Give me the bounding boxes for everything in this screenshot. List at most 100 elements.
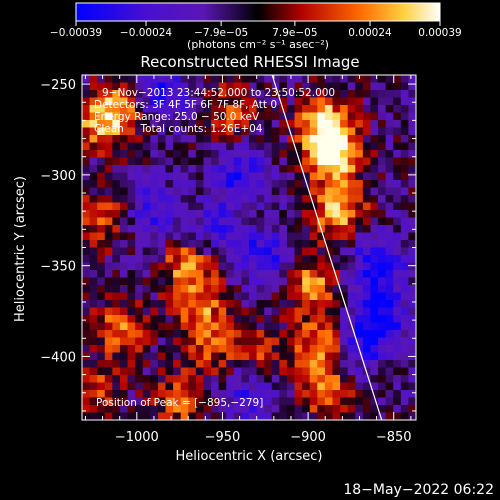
- heatmap-cell: [332, 337, 341, 346]
- heatmap-cell: [226, 337, 235, 346]
- heatmap-cell: [157, 195, 167, 204]
- heatmap-cell: [218, 367, 227, 376]
- heatmap-cell: [89, 255, 98, 264]
- heatmap-cell: [370, 82, 379, 91]
- heatmap-cell: [195, 292, 205, 301]
- heatmap-cell: [317, 405, 326, 414]
- heatmap-cell: [385, 345, 394, 354]
- heatmap-cell: [340, 330, 349, 339]
- heatmap-cell: [408, 232, 416, 241]
- heatmap-cell: [82, 142, 91, 151]
- heatmap-cell: [82, 90, 91, 99]
- heatmap-cell: [211, 142, 220, 151]
- heatmap-cell: [249, 75, 258, 84]
- heatmap-cell: [249, 97, 258, 106]
- heatmap-cell: [188, 142, 197, 151]
- heatmap-cell: [309, 315, 318, 324]
- heatmap-cell: [241, 352, 250, 361]
- heatmap-cell: [347, 157, 356, 166]
- heatmap-cell: [324, 240, 334, 249]
- heatmap-cell: [309, 150, 318, 159]
- heatmap-cell: [249, 337, 258, 346]
- heatmap-cell: [89, 397, 98, 406]
- heatmap-cell: [233, 82, 243, 91]
- heatmap-cell: [408, 90, 416, 99]
- heatmap-cell: [355, 375, 364, 384]
- heatmap-cell: [362, 240, 372, 249]
- heatmap-cell: [294, 337, 303, 346]
- heatmap-cell: [393, 172, 402, 181]
- heatmap-cell: [271, 352, 280, 361]
- heatmap-cell: [309, 187, 318, 196]
- heatmap-cell: [355, 360, 364, 369]
- heatmap-cell: [165, 135, 174, 144]
- heatmap-cell: [104, 315, 113, 324]
- heatmap-cell: [362, 217, 372, 226]
- heatmap-cell: [256, 337, 265, 346]
- heatmap-cell: [400, 292, 410, 301]
- heatmap-cell: [135, 262, 144, 271]
- heatmap-cell: [211, 165, 220, 174]
- heatmap-cell: [249, 142, 258, 151]
- heatmap-cell: [264, 352, 273, 361]
- heatmap-cell: [393, 105, 402, 114]
- heatmap-cell: [286, 157, 296, 166]
- heatmap-cell: [226, 300, 235, 309]
- heatmap-cell: [119, 127, 129, 136]
- heatmap-cell: [332, 322, 341, 331]
- heatmap-cell: [89, 150, 98, 159]
- heatmap-cell: [370, 367, 379, 376]
- heatmap-cell: [82, 315, 91, 324]
- heatmap-cell: [82, 255, 91, 264]
- heatmap-cell: [317, 300, 326, 309]
- heatmap-cell: [82, 232, 91, 241]
- heatmap-cell: [188, 105, 197, 114]
- heatmap-cell: [180, 210, 189, 219]
- heatmap-cell: [279, 232, 288, 241]
- heatmap-cell: [150, 165, 159, 174]
- heatmap-cell: [279, 210, 288, 219]
- heatmap-cell: [188, 300, 197, 309]
- heatmap-cell: [408, 210, 416, 219]
- heatmap-cell: [203, 390, 212, 399]
- heatmap-cell: [180, 405, 189, 414]
- heatmap-cell: [385, 405, 394, 414]
- heatmap-cell: [165, 75, 174, 84]
- heatmap-cell: [241, 322, 250, 331]
- heatmap-cell: [362, 337, 372, 346]
- heatmap-cell: [203, 315, 212, 324]
- heatmap-cell: [104, 322, 113, 331]
- heatmap-cell: [173, 90, 182, 99]
- heatmap-cell: [218, 352, 227, 361]
- heatmap-cell: [400, 202, 410, 211]
- heatmap-cell: [119, 90, 129, 99]
- heatmap-cell: [317, 360, 326, 369]
- colorbar-tick-labels: −0.00039 −0.00024 −7.9e−05 7.9e−05 0.00024 0.…: [50, 27, 462, 39]
- heatmap-cell: [233, 247, 243, 256]
- heatmap-cell: [203, 202, 212, 211]
- heatmap-cell: [332, 315, 341, 324]
- heatmap-cell: [332, 397, 341, 406]
- heatmap-cell: [400, 397, 410, 406]
- heatmap-cell: [355, 315, 364, 324]
- heatmap-cell: [142, 210, 151, 219]
- heatmap-cell: [188, 165, 197, 174]
- heatmap-cell: [264, 247, 273, 256]
- heatmap-cell: [393, 150, 402, 159]
- heatmap-cell: [89, 390, 98, 399]
- heatmap-cell: [393, 270, 402, 279]
- heatmap-cell: [82, 375, 91, 384]
- heatmap-cell: [226, 82, 235, 91]
- heatmap-cell: [249, 157, 258, 166]
- heatmap-cell: [332, 412, 341, 420]
- heatmap-cell: [233, 157, 243, 166]
- heatmap-cell: [400, 262, 410, 271]
- heatmap-cell: [249, 120, 258, 129]
- heatmap-cell: [82, 187, 91, 196]
- heatmap-cell: [264, 322, 273, 331]
- heatmap-cell: [317, 330, 326, 339]
- heatmap-cell: [82, 307, 91, 316]
- heatmap-cell: [173, 412, 182, 420]
- heatmap-cell: [271, 112, 280, 121]
- heatmap-cell: [135, 135, 144, 144]
